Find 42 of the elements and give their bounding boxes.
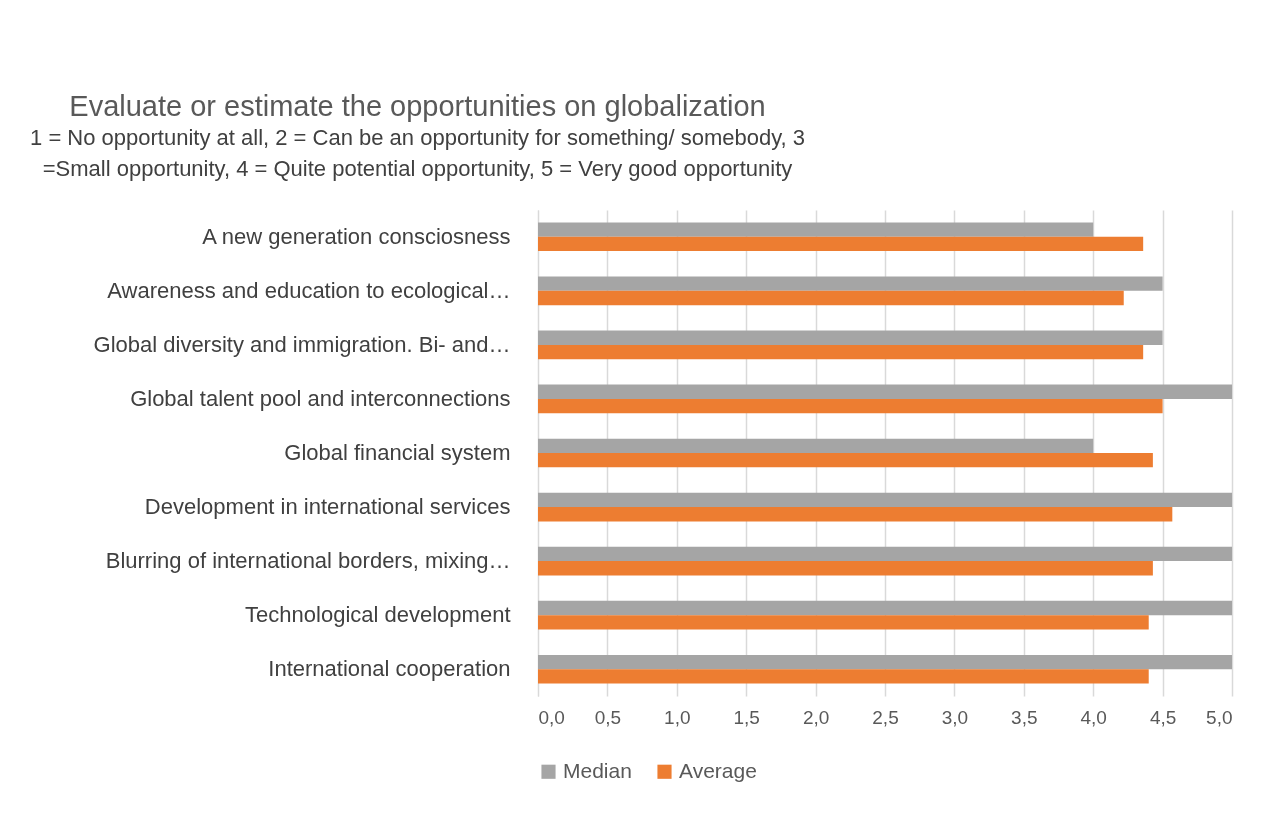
x-tick-label: 0,0 [538,706,565,728]
bar [538,330,1163,345]
legend-label: Median [563,758,632,782]
x-tick-label: 3,0 [941,706,969,728]
y-tick-label: Global talent pool and interconnections [130,385,511,411]
x-tick-label: 2,0 [802,706,830,728]
bar [538,561,1153,576]
bar [538,222,1094,237]
bar [538,669,1149,684]
y-tick-label: International cooperation [268,656,511,682]
x-tick-label: 0,5 [594,706,622,728]
bar [538,438,1094,453]
x-tick-label: 3,5 [1011,706,1038,728]
bar [538,236,1144,252]
x-tick-label: 4,0 [1080,706,1107,728]
chart-title: Evaluate or estimate the opportunities on globalization [69,90,766,122]
bar [538,654,1232,670]
bar [538,384,1232,399]
x-tick-label: 4,5 [1149,706,1177,728]
y-tick-label: Awareness and education to ecological… [107,277,511,303]
y-tick-label: Development in international services [144,494,511,520]
y-tick-label: Technological development [245,602,511,628]
x-tick-label: 1,5 [733,706,760,728]
bar [538,398,1163,414]
y-tick-label: Blurring of international borders, mixing… [105,548,511,574]
y-tick-label: Global diversity and immigration. Bi- and… [93,331,511,357]
bar [538,344,1144,360]
y-tick-label: A new generation consciosness [202,223,511,249]
bar [538,453,1153,468]
bar [538,546,1232,562]
x-tick-label: 2,5 [872,706,899,728]
bar [538,615,1149,630]
bar [538,290,1124,306]
x-tick-label: 1,0 [664,706,691,728]
chart-subtitle: 1 = No opportunity at all, 2 = Can be an opportunity for something/ somebody, 3 =Small opportunity, 4 = Quite potential opportunity, 5 = Very good opportunity [30,125,805,181]
bar [538,276,1163,291]
legend-label: Average [679,758,757,782]
x-tick-label: 5,0 [1206,706,1233,728]
bar [538,492,1232,508]
y-tick-label: Global financial system [284,440,511,465]
bar [538,600,1232,616]
bar [538,507,1173,522]
